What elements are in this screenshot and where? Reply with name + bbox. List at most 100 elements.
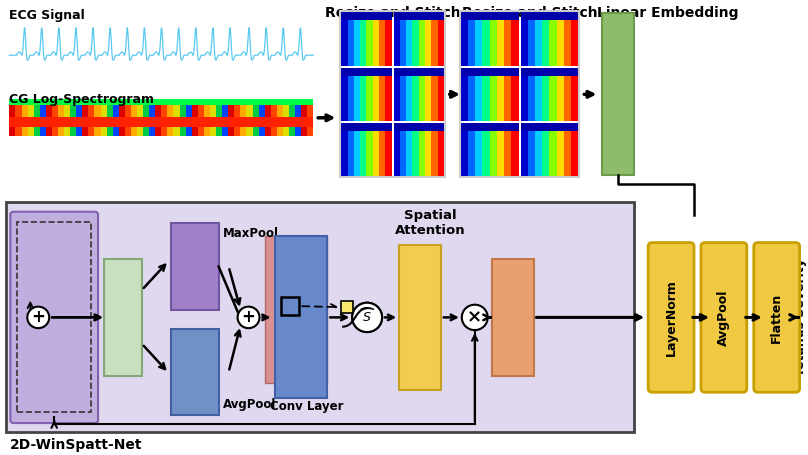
Bar xyxy=(393,20,400,66)
Bar xyxy=(6,202,634,432)
Bar xyxy=(482,20,490,66)
Bar xyxy=(461,123,519,131)
Text: Spatial
Attention: Spatial Attention xyxy=(394,209,465,237)
Bar xyxy=(549,20,557,66)
Bar xyxy=(149,117,155,126)
Bar xyxy=(295,99,301,136)
Bar xyxy=(283,99,289,136)
Text: 2D-WinSpatt-Net: 2D-WinSpatt-Net xyxy=(11,438,143,452)
Bar xyxy=(504,20,511,66)
Bar xyxy=(155,99,162,105)
Text: ⁀: ⁀ xyxy=(361,310,373,325)
Bar xyxy=(283,117,289,126)
Bar xyxy=(419,76,425,121)
Bar xyxy=(100,99,107,105)
Bar xyxy=(289,99,295,105)
Bar xyxy=(210,117,216,126)
Bar xyxy=(528,76,535,121)
Bar xyxy=(557,20,564,66)
Bar xyxy=(393,131,400,177)
Bar xyxy=(216,117,222,126)
Bar xyxy=(52,117,58,126)
Bar xyxy=(107,99,112,136)
Bar xyxy=(112,99,119,105)
Bar xyxy=(497,76,504,121)
Bar xyxy=(88,117,95,126)
Bar xyxy=(277,99,283,105)
Text: Resize and Stitch: Resize and Stitch xyxy=(325,6,461,20)
Bar xyxy=(520,20,528,66)
Bar xyxy=(137,117,143,126)
Bar xyxy=(557,131,564,177)
Bar xyxy=(186,99,191,105)
Bar xyxy=(406,20,412,66)
Bar xyxy=(341,301,353,313)
Bar xyxy=(70,99,76,136)
Bar xyxy=(179,99,186,136)
Bar xyxy=(100,117,107,126)
Bar xyxy=(497,20,504,66)
Bar xyxy=(461,68,519,76)
Text: Resize and Stitch: Resize and Stitch xyxy=(461,6,597,20)
Bar xyxy=(82,99,88,136)
Bar xyxy=(475,76,482,121)
Bar xyxy=(15,117,22,126)
Bar xyxy=(341,68,392,121)
Text: Linear Embedding: Linear Embedding xyxy=(597,6,739,20)
Bar xyxy=(412,131,419,177)
Bar xyxy=(281,297,299,315)
Bar xyxy=(520,12,579,20)
Bar xyxy=(246,99,253,136)
Bar xyxy=(191,99,198,136)
Bar xyxy=(271,99,277,105)
Bar xyxy=(379,20,385,66)
FancyBboxPatch shape xyxy=(754,243,800,392)
Bar xyxy=(95,117,100,126)
Bar xyxy=(64,99,70,105)
Bar xyxy=(198,99,204,105)
Bar xyxy=(341,20,347,66)
Bar xyxy=(259,117,265,126)
Bar xyxy=(88,99,95,105)
Bar xyxy=(253,99,259,105)
Bar xyxy=(341,12,392,20)
Bar xyxy=(307,99,314,105)
Bar xyxy=(10,99,15,136)
Bar xyxy=(549,131,557,177)
Bar xyxy=(301,117,307,126)
Bar xyxy=(475,131,482,177)
Bar xyxy=(253,117,259,126)
Text: Conv Layer: Conv Layer xyxy=(270,399,343,413)
Bar xyxy=(412,76,419,121)
Bar xyxy=(497,131,504,177)
Bar xyxy=(379,76,385,121)
Bar xyxy=(475,20,482,66)
Bar xyxy=(58,99,64,105)
Bar xyxy=(34,99,40,136)
Bar xyxy=(100,99,107,136)
Text: CG Log-Spectrogram: CG Log-Spectrogram xyxy=(10,93,154,106)
Bar xyxy=(425,76,431,121)
Bar xyxy=(143,117,149,126)
Bar xyxy=(265,117,271,126)
Bar xyxy=(228,99,234,136)
Bar xyxy=(149,99,155,136)
Bar xyxy=(295,117,301,126)
Bar xyxy=(179,99,186,105)
Bar xyxy=(372,131,379,177)
Bar xyxy=(228,99,234,105)
Bar xyxy=(137,99,143,136)
Bar xyxy=(347,131,354,177)
Bar xyxy=(137,99,143,105)
Bar xyxy=(265,99,271,136)
Bar xyxy=(17,222,91,412)
Bar xyxy=(520,123,579,131)
Bar xyxy=(259,99,265,105)
Bar xyxy=(76,99,82,136)
Bar xyxy=(571,76,579,121)
Bar xyxy=(385,20,392,66)
Bar xyxy=(393,12,444,20)
Bar xyxy=(191,99,198,105)
Bar xyxy=(22,99,27,136)
Bar xyxy=(425,20,431,66)
